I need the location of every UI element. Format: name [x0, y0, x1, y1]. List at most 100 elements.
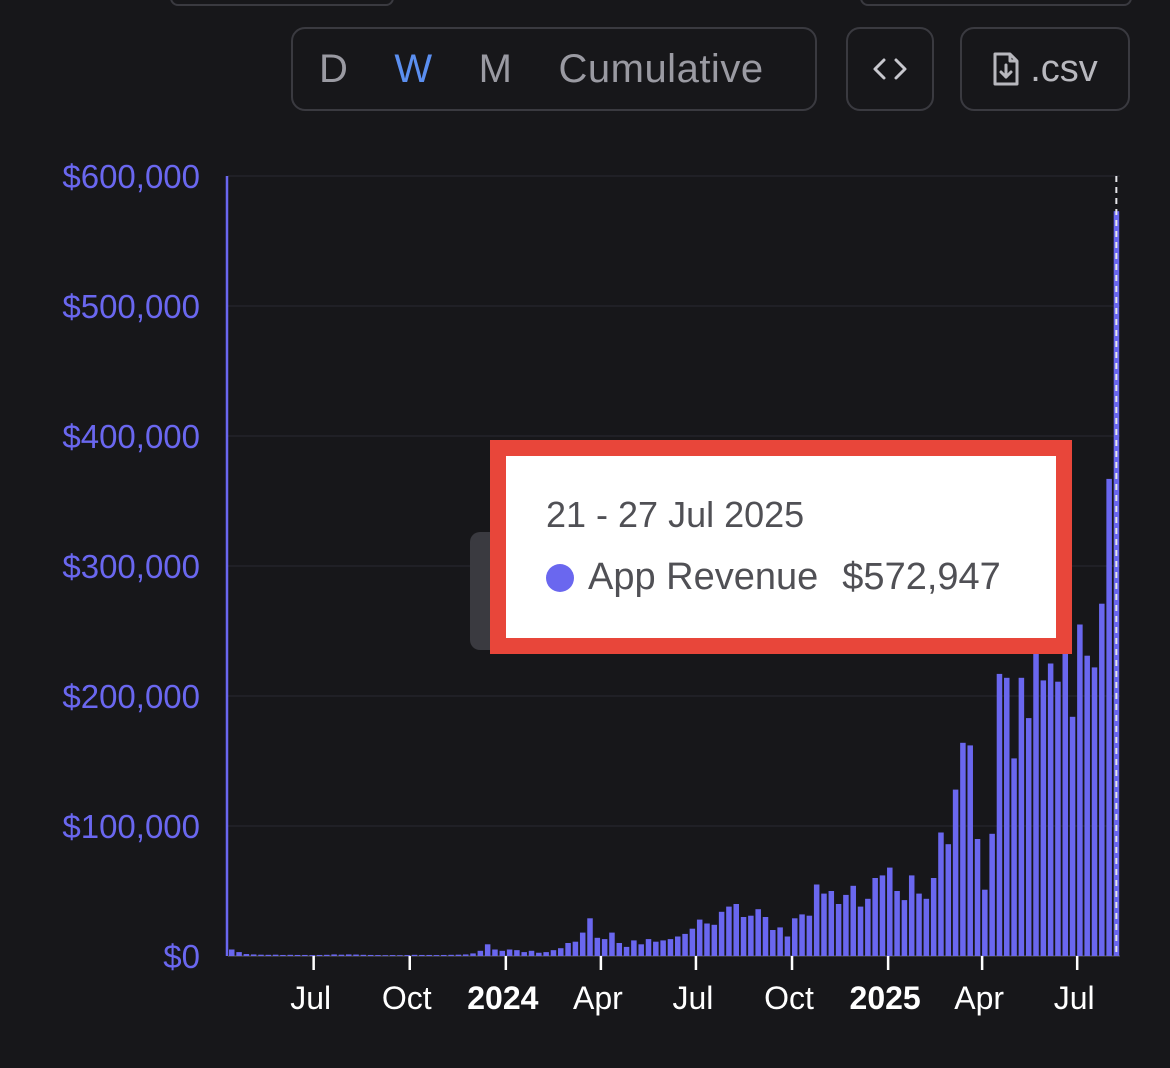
embed-code-button[interactable] [846, 27, 934, 111]
x-tick-label: Apr [954, 980, 1004, 1016]
revenue-bar [755, 909, 761, 956]
revenue-bar [982, 889, 988, 956]
x-tick-label: Jul [672, 980, 713, 1016]
revenue-bar [777, 927, 783, 956]
revenue-bar [1018, 677, 1025, 956]
revenue-bar [492, 949, 498, 956]
revenue-bar [952, 789, 959, 956]
revenue-bar [309, 955, 315, 956]
revenue-bar [675, 936, 681, 956]
revenue-bar [499, 950, 506, 956]
revenue-bar [733, 904, 740, 956]
revenue-bar [638, 944, 644, 956]
revenue-bar [696, 919, 703, 956]
revenue-bar [711, 924, 718, 956]
period-weekly-button[interactable]: W [394, 46, 433, 91]
revenue-bar [294, 954, 301, 956]
revenue-bar [506, 949, 513, 956]
revenue-bar [1062, 625, 1069, 956]
revenue-bar [718, 911, 725, 956]
revenue-bar [441, 954, 447, 956]
revenue-bar [229, 949, 235, 956]
revenue-bar [1047, 663, 1054, 956]
download-csv-button[interactable]: .csv [960, 27, 1130, 111]
revenue-bar [302, 954, 308, 956]
revenue-bar [806, 915, 813, 956]
revenue-bar [448, 954, 454, 956]
revenue-bar [682, 933, 688, 956]
revenue-bar [996, 673, 1003, 956]
period-monthly-button[interactable]: M [478, 46, 513, 91]
y-tick-label: $500,000 [62, 288, 200, 325]
revenue-bar [748, 915, 754, 956]
revenue-bar [850, 885, 856, 956]
revenue-bar [616, 943, 623, 956]
revenue-bar [945, 844, 952, 956]
revenue-bar [645, 939, 652, 956]
revenue-bar [397, 955, 403, 956]
revenue-bar [272, 954, 279, 956]
revenue-bar [382, 955, 389, 956]
revenue-bar [799, 914, 805, 956]
revenue-bar [828, 891, 835, 956]
revenue-bar [923, 898, 930, 956]
revenue-bar [609, 932, 615, 956]
revenue-bar [1004, 677, 1010, 956]
revenue-bar [389, 955, 396, 956]
y-tick-label: $0 [163, 938, 200, 975]
revenue-bar [462, 954, 469, 956]
revenue-bar [419, 954, 425, 956]
revenue-bar [989, 833, 995, 956]
revenue-bar [550, 950, 557, 956]
csv-label: .csv [1030, 47, 1098, 90]
revenue-bar [960, 742, 966, 956]
revenue-bar [543, 952, 549, 956]
revenue-bar [791, 918, 798, 956]
revenue-bar [1099, 603, 1105, 956]
revenue-bar [528, 950, 535, 956]
revenue-bar [594, 937, 601, 956]
period-cumulative-button[interactable]: Cumulative [558, 46, 764, 91]
revenue-bar [704, 923, 710, 956]
revenue-bar [250, 954, 257, 956]
x-tick-label: Apr [573, 980, 623, 1016]
revenue-bar [1011, 758, 1017, 956]
revenue-bar [1084, 655, 1090, 956]
revenue-bar [353, 954, 359, 956]
y-tick-label: $300,000 [62, 548, 200, 585]
revenue-bar [565, 943, 571, 956]
revenue-bar [579, 932, 586, 956]
tooltip-card: 21 - 27 Jul 2025 App Revenue $572,947 [506, 456, 1056, 638]
x-tick-label: 2024 [467, 980, 538, 1016]
revenue-bar [689, 928, 696, 956]
revenue-bar [631, 940, 637, 956]
revenue-bar [930, 878, 937, 956]
revenue-bar [762, 917, 769, 956]
revenue-bar [360, 954, 367, 956]
revenue-bar [484, 944, 491, 956]
revenue-bar [243, 954, 250, 956]
x-tick-label: Oct [764, 980, 814, 1016]
period-toggle-group: D W M Cumulative [291, 27, 817, 111]
revenue-bar [821, 893, 827, 956]
period-daily-button[interactable]: D [319, 46, 349, 91]
revenue-bar [265, 954, 272, 956]
x-tick-label: Jul [1054, 980, 1095, 1016]
revenue-bar [667, 939, 674, 956]
revenue-bar [623, 946, 630, 956]
x-tick-label: 2025 [850, 980, 921, 1016]
revenue-bar [653, 941, 659, 956]
revenue-bar [872, 878, 878, 956]
revenue-bar [843, 894, 849, 956]
revenue-bar [974, 839, 981, 956]
revenue-bar [938, 832, 944, 956]
revenue-bar [536, 952, 542, 956]
revenue-bar [324, 954, 330, 956]
y-tick-label: $600,000 [62, 158, 200, 195]
revenue-bar [916, 893, 922, 956]
series-color-dot [546, 563, 574, 592]
y-tick-label: $100,000 [62, 808, 200, 845]
revenue-bar [331, 954, 337, 956]
revenue-bar [514, 950, 520, 956]
tooltip-series-row: App Revenue $572,947 [546, 556, 1056, 599]
